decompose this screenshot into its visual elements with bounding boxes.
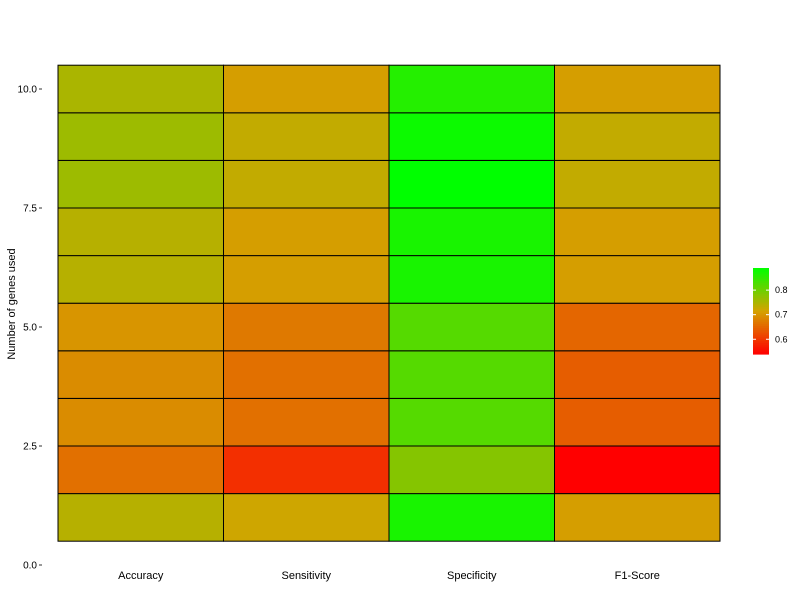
heatmap-cell	[57, 207, 224, 257]
x-tick-label: Sensitivity	[281, 570, 331, 582]
heatmap-cell	[554, 445, 721, 495]
legend-color-step	[753, 315, 769, 319]
legend-color-step	[753, 311, 769, 314]
heatmap-cell	[223, 64, 390, 114]
y-tick-label: 2.5	[23, 442, 37, 453]
legend-color-step	[753, 283, 769, 286]
heatmap-cell	[223, 397, 390, 447]
heatmap-cell	[554, 350, 721, 399]
legend-color-step	[753, 351, 769, 355]
legend-color-step	[753, 349, 769, 353]
y-tick-label: 5.0	[23, 323, 37, 334]
heatmap-cell	[57, 255, 224, 304]
legend-color-step	[753, 280, 769, 284]
heatmap-cell	[388, 112, 555, 161]
heatmap-cell	[223, 255, 390, 304]
legend-color-step	[753, 298, 769, 301]
heatmap-cells	[57, 64, 721, 542]
heatmap-cell	[223, 207, 390, 257]
legend-color-step	[753, 304, 769, 308]
legend-color-step	[753, 293, 769, 297]
legend-tick-label: 0.6	[775, 334, 788, 344]
heatmap-cell	[554, 159, 721, 209]
y-axis-title: Number of genes used	[6, 248, 18, 359]
legend-color-step	[753, 319, 769, 323]
heatmap-cell	[554, 397, 721, 447]
heatmap-cell	[554, 64, 721, 114]
heatmap-cell	[223, 350, 390, 399]
legend-color-step	[753, 287, 769, 291]
legend-color-step	[753, 334, 769, 338]
y-tick-label: 7.5	[23, 204, 37, 215]
heatmap-cell	[57, 64, 224, 114]
heatmap-cell	[57, 112, 224, 161]
x-tick-label: Accuracy	[118, 570, 164, 582]
heatmap-cell	[554, 207, 721, 257]
heatmap-cell	[388, 159, 555, 209]
legend-color-step	[753, 302, 769, 306]
heatmap-cell	[388, 493, 555, 542]
heatmap-cell	[554, 302, 721, 352]
heatmap-cell	[388, 207, 555, 257]
legend-color-step	[753, 313, 769, 316]
legend-color-step	[753, 330, 769, 334]
legend-tick-label: 0.7	[775, 310, 788, 320]
legend-color-step	[753, 308, 769, 312]
legend-color-step	[753, 285, 769, 288]
y-tick-label: 10.0	[18, 85, 38, 96]
legend-color-step	[753, 274, 769, 278]
legend-color-step	[753, 306, 769, 310]
legend-color-step	[753, 336, 769, 340]
legend-color-step	[753, 338, 769, 342]
legend-color-step	[753, 289, 769, 293]
x-tick-label: Specificity	[447, 570, 497, 582]
heatmap-cell	[223, 302, 390, 352]
legend-color-step	[753, 341, 769, 344]
heatmap-cell	[57, 397, 224, 447]
legend-color-step	[753, 326, 769, 329]
legend-color-step	[753, 323, 769, 327]
heatmap-cell	[554, 493, 721, 542]
legend-color-step	[753, 343, 769, 346]
heatmap-cell	[57, 302, 224, 352]
x-tick-label: F1-Score	[615, 570, 660, 582]
y-tick-label: 0.0	[23, 561, 37, 572]
legend-color-step	[753, 321, 769, 325]
legend-color-step	[753, 328, 769, 331]
heatmap-cell	[223, 159, 390, 209]
legend-color-step	[753, 345, 769, 349]
legend-color-step	[753, 276, 769, 280]
heatmap-cell	[57, 350, 224, 399]
legend-color-step	[753, 295, 769, 299]
heatmap-cell	[554, 255, 721, 304]
legend-color-step	[753, 268, 769, 271]
heatmap-cell	[388, 350, 555, 399]
y-axis-ticks: 0.0 2.5 5.0 7.5 10.0	[18, 85, 42, 572]
x-axis-labels: Accuracy Sensitivity Specificity F1-Score	[118, 570, 660, 582]
color-legend: 0.6 0.7 0.8	[753, 268, 788, 355]
heatmap-cell	[223, 112, 390, 161]
legend-color-step	[753, 347, 769, 351]
heatmap-cell	[223, 445, 390, 495]
legend-color-step	[753, 317, 769, 321]
legend-color-step	[753, 291, 769, 295]
heatmap-cell	[388, 302, 555, 352]
heatmap-cell	[223, 493, 390, 542]
heatmap-cell	[388, 445, 555, 495]
legend-color-step	[753, 332, 769, 336]
heatmap-cell	[388, 64, 555, 114]
legend-color-step	[753, 278, 769, 282]
heatmap-cell	[388, 397, 555, 447]
legend-color-step	[753, 270, 769, 273]
heatmap-cell	[57, 159, 224, 209]
heatmap-cell	[554, 112, 721, 161]
legend-color-step	[753, 300, 769, 303]
legend-color-step	[753, 272, 769, 276]
heatmap-cell	[57, 445, 224, 495]
heatmap-cell	[388, 255, 555, 304]
legend-tick-label: 0.8	[775, 285, 788, 295]
heatmap-cell	[57, 493, 224, 542]
